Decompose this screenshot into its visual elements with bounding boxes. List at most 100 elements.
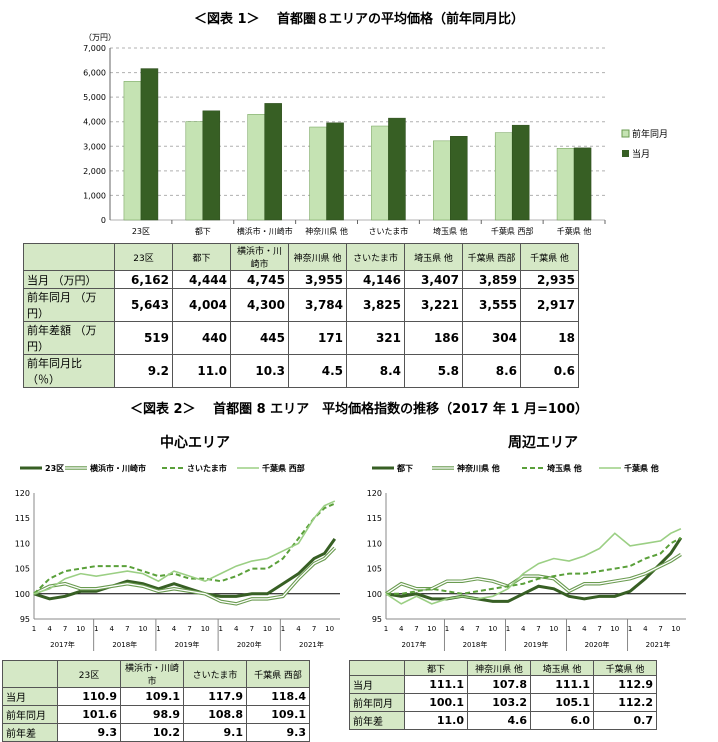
column-header: 23区 [114,243,173,271]
table-cell: 8.4 [346,354,405,388]
row-label: 前年差 [349,711,405,730]
bar-当月 [326,122,344,221]
table-row: 前年同月 （万円） 5,643 4,004 4,300 3,784 3,825 3,221 3… [23,288,579,322]
column-header: さいたま市 [183,660,247,688]
x-tick-label: 7 [658,625,662,633]
legend-label: 埼玉県 他 [547,463,582,473]
year-label: 2017年 [402,640,427,649]
table-cell: 111.1 [530,675,594,694]
x-tick-label: 10 [488,625,497,633]
x-tick-label: 10 [263,625,272,633]
row-label: 前年同月 （万円） [23,288,115,322]
table-cell: 4,300 [230,288,289,322]
table-row: 前年同月 100.1 103.2 105.1 112.2 [349,693,657,712]
x-tick-label: 7 [312,625,316,633]
year-label: 2018年 [463,640,488,649]
x-tick-label: 横浜市・川崎市 [237,226,293,236]
right-chart-title: 周辺エリア [508,435,578,451]
table-cell: 4,745 [230,270,289,289]
series-line-inner-横浜市・川崎市 [33,547,336,605]
table-cell: 3,955 [288,270,347,289]
table-cell: 3,859 [462,270,521,289]
column-header: 千葉県 西部 [246,660,310,688]
table-cell: 109.1 [120,687,184,706]
bar-当月 [140,68,159,221]
column-header: 埼玉県 他 [404,243,463,271]
y-tick-label: 105 [15,565,30,574]
table-cell: 440 [172,321,231,355]
bar-当月 [511,124,530,221]
x-tick-label: 1 [384,625,388,633]
y-tick-label: 105 [367,565,382,574]
legend-label: 横浜市・川崎市 [90,463,146,473]
table-cell: 109.1 [246,705,310,724]
bar-前年同月 [556,148,575,221]
x-tick-label: 1 [506,625,510,633]
table-cell: 445 [230,321,289,355]
row-label: 前年差額 （万円） [23,321,115,355]
x-tick-label: 10 [201,625,210,633]
table-cell: 118.4 [246,687,310,706]
legend-label: 千葉県 他 [624,463,659,473]
x-tick-label: 神奈川県 他 [305,226,348,236]
column-header: 埼玉県 他 [530,660,594,676]
bar-前年同月 [185,121,204,221]
x-tick-label: 千葉県 西部 [491,226,534,236]
column-header: 都下 [404,660,468,676]
table-cell: 9.3 [57,723,121,742]
x-tick-label: さいたま市 [369,226,409,236]
x-tick-label: 1 [218,625,222,633]
x-tick-label: 4 [643,625,648,633]
column-header: 神奈川県 他 [288,243,347,271]
x-tick-label: 10 [671,625,680,633]
row-label: 前年同月 [349,693,405,712]
column-header: 神奈川県 他 [467,660,531,676]
y-tick-label: 5,000 [83,93,106,102]
legend-swatch-prev [621,129,630,138]
x-tick-label: 4 [399,625,404,633]
legend-label: 23区 [45,464,64,473]
x-tick-label: 千葉県 他 [557,226,592,236]
table-cell: 3,825 [346,288,405,322]
bar-前年同月 [433,140,451,221]
table-cell: 11.0 [172,354,231,388]
x-tick-label: 1 [32,625,36,633]
row-label: 前年同月 [2,705,58,724]
table-cell: 171 [288,321,347,355]
x-tick-label: 7 [536,625,540,633]
corner-cell [349,660,405,676]
bar-前年同月 [123,81,142,221]
table-cell: 3,555 [462,288,521,322]
series-line-23区 [33,537,337,601]
table-cell: 9.1 [183,723,247,742]
column-header: 千葉県 他 [520,243,579,271]
table-cell: 4.6 [467,711,531,730]
x-tick-label: 1 [94,625,98,633]
y-tick-label: 120 [15,489,30,498]
bar-当月 [573,147,592,221]
row-label: 当月 [349,675,405,694]
y-tick-label: 115 [15,514,30,523]
table-cell: 4,146 [346,270,405,289]
y-tick-label: 100 [15,590,30,599]
legend-label: 都下 [396,463,413,473]
table-cell: 4.5 [288,354,347,388]
legend-swatch-curr [622,150,629,157]
column-header: 横浜市・川崎市 [120,660,184,688]
table-cell: 4,444 [172,270,231,289]
table-cell: 9.3 [246,723,310,742]
table-cell: 321 [346,321,405,355]
table-cell: 101.6 [57,705,121,724]
column-header: 千葉県 他 [593,660,657,676]
x-tick-label: 10 [325,625,334,633]
x-tick-label: 4 [460,625,465,633]
table-cell: 112.2 [593,693,657,712]
table-row: 前年同月 101.6 98.9 108.8 109.1 [2,705,310,724]
x-tick-label: 4 [582,625,587,633]
bar-当月 [450,136,468,221]
y-tick-label: 6,000 [83,69,106,78]
table-cell: 105.1 [530,693,594,712]
y-tick-label: 0 [101,216,106,225]
x-tick-label: 7 [597,625,601,633]
